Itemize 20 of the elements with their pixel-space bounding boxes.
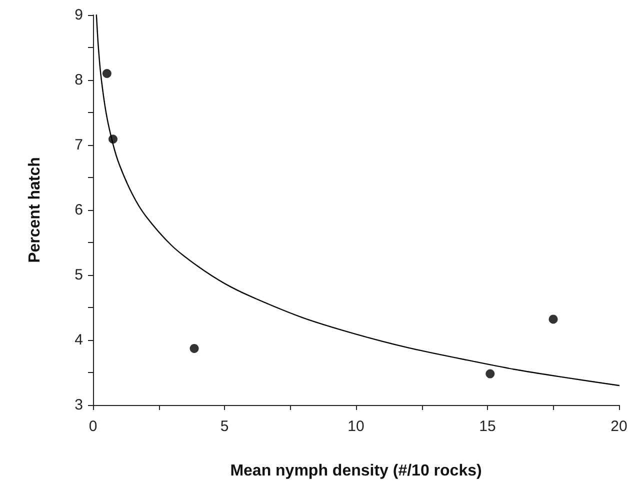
point [486,369,495,378]
x-tick-label: 5 [220,418,229,435]
x-tick-label: 15 [479,418,496,435]
line-series [96,14,620,386]
x-tick-label: 0 [88,418,98,435]
y-tick-label: 8 [74,72,83,88]
y-tick-label: 3 [74,396,83,414]
point [190,344,199,353]
y-axis-title: Percent hatch [26,157,44,263]
y-tick-label: 4 [74,332,83,348]
x-tick-label: 20 [610,418,628,435]
y-tick-label: 5 [74,266,83,284]
point [102,69,112,78]
x-tick-label: 10 [348,418,364,435]
y-tick-label: 6 [74,202,83,218]
x-axis-title: Mean nymph density (#/10 rocks) [230,462,482,480]
point [548,314,558,324]
point [108,134,118,144]
y-tick-label: 9 [74,6,83,24]
y-tick-label: 7 [74,136,83,154]
